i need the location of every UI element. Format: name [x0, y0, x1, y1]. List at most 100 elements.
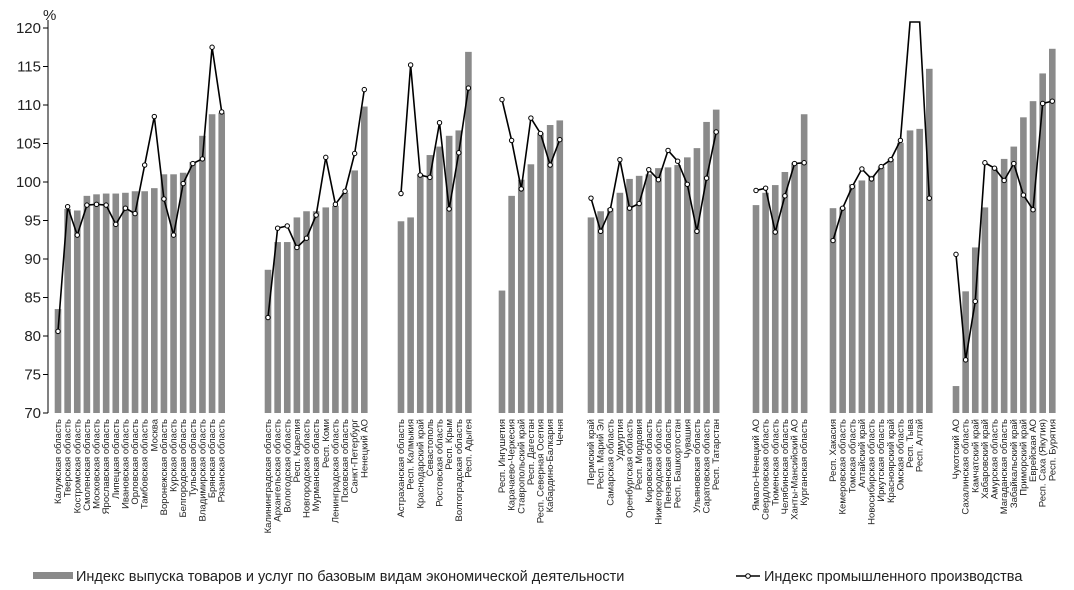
- x-tick-label: Ленинградская область: [330, 419, 341, 523]
- x-tick-label: Респ. Карелия: [292, 419, 303, 482]
- line-point: [303, 235, 310, 241]
- bar: [952, 386, 960, 413]
- x-tick-label: Еврейская АО: [1028, 419, 1039, 482]
- legend-bar-label: Индекс выпуска товаров и услуг по базовы…: [76, 569, 624, 585]
- bar: [293, 217, 301, 413]
- x-tick-label: Саратовская область: [702, 419, 713, 513]
- line-point: [180, 180, 186, 187]
- line-point: [170, 232, 177, 238]
- x-tick-label: Курганская область: [799, 419, 810, 506]
- bar: [626, 178, 633, 413]
- bar: [189, 161, 197, 413]
- line-point: [528, 115, 534, 121]
- line-point: [791, 160, 798, 167]
- bar: [868, 175, 875, 413]
- x-tick-label: Удмуртия: [615, 419, 626, 461]
- bar: [1029, 101, 1037, 414]
- bar: [517, 179, 525, 413]
- x-tick-label: Респ. Дагестан: [526, 419, 537, 485]
- line-point: [141, 162, 148, 168]
- x-tick-label: Новосибирская область: [867, 419, 878, 525]
- x-tick-label: Белгородская область: [178, 419, 189, 518]
- bar: [303, 211, 310, 413]
- bar: [897, 142, 904, 414]
- line-point: [74, 232, 80, 238]
- x-tick-label: Респ. Алтай: [915, 419, 926, 472]
- line-point: [508, 137, 515, 144]
- line-point: [113, 221, 119, 228]
- line-point: [888, 156, 894, 163]
- x-tick-label: Нижегородская область: [653, 419, 664, 525]
- line-point: [84, 202, 90, 208]
- bar: [283, 242, 291, 413]
- x-tick-label: Тюменская область: [770, 419, 781, 506]
- line-point: [1049, 98, 1056, 104]
- x-tick-label: Ярославская область: [101, 419, 112, 514]
- x-tick-label: Респ. Хакасия: [828, 419, 839, 482]
- bar: [664, 167, 672, 413]
- x-tick-label: Пермский край: [586, 419, 597, 485]
- bar: [556, 120, 564, 414]
- line-point: [636, 200, 642, 207]
- y-tick-label: 90: [24, 251, 41, 268]
- bar: [407, 217, 414, 413]
- bar: [991, 168, 998, 413]
- bar: [102, 193, 110, 413]
- line-point: [849, 183, 855, 190]
- line-point: [674, 158, 681, 164]
- line-point: [465, 85, 472, 91]
- bar: [416, 174, 424, 413]
- line-point: [93, 201, 100, 208]
- line-point: [1030, 207, 1036, 213]
- x-tick-label: Тверская область: [63, 419, 74, 497]
- bar: [527, 164, 535, 413]
- bar: [332, 205, 339, 413]
- x-tick-label: Севастополь: [425, 419, 436, 476]
- y-axis-label: %: [43, 7, 56, 24]
- bar: [455, 130, 463, 413]
- bar: [887, 158, 895, 413]
- x-tick-label: Респ. Ингушетия: [497, 419, 508, 493]
- line-point: [859, 166, 865, 172]
- line-series: [55, 21, 1056, 363]
- x-tick-label: Волгоградская область: [454, 419, 465, 521]
- bar: [508, 195, 515, 413]
- line-point: [713, 129, 719, 135]
- bar: [54, 309, 62, 413]
- bar: [64, 208, 71, 413]
- bar: [312, 211, 320, 413]
- line-point: [597, 228, 604, 234]
- bar: [83, 195, 91, 413]
- x-tick-label: Кемеровская область: [838, 419, 849, 515]
- x-tick-label: Курская область: [169, 419, 180, 492]
- line-point: [323, 154, 329, 161]
- line-point: [646, 166, 652, 173]
- bar: [151, 188, 158, 413]
- line-point: [219, 109, 225, 115]
- x-tick-label: Респ. Татарстан: [711, 419, 722, 490]
- line-point: [132, 210, 138, 217]
- bar: [771, 185, 779, 413]
- x-tick-label: Респ. Бурятия: [1047, 419, 1058, 481]
- line-point: [313, 212, 319, 218]
- bar: [122, 192, 129, 413]
- line-point: [665, 147, 671, 154]
- bar: [703, 121, 710, 413]
- bar: [587, 217, 595, 413]
- bar: [397, 221, 405, 413]
- bar: [858, 180, 866, 413]
- line-point: [782, 193, 788, 199]
- bar: [762, 192, 769, 413]
- x-tick-label: Ханты-Мансийский АО: [790, 419, 801, 520]
- x-tick-label: Приморский край: [1018, 419, 1029, 496]
- line-point: [878, 163, 884, 170]
- line-point: [547, 162, 553, 168]
- line-point: [265, 314, 271, 321]
- y-tick-label: 85: [24, 290, 41, 307]
- x-tick-label: Иркутская область: [876, 419, 887, 502]
- line-point: [332, 201, 339, 208]
- line-point: [274, 225, 281, 231]
- line-point: [868, 176, 875, 182]
- series-line: [57, 47, 223, 332]
- x-tick-label: Ямало-Ненецкий АО: [751, 419, 762, 511]
